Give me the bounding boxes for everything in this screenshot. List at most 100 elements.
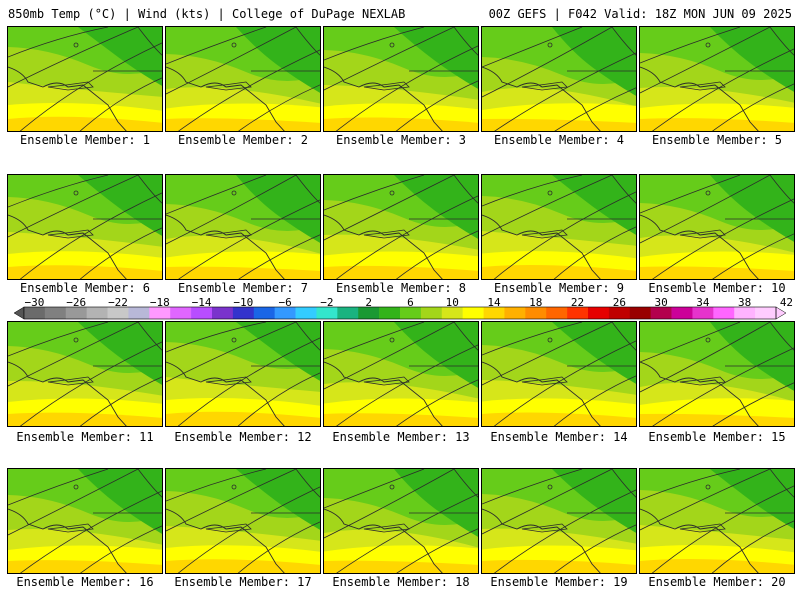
- colorbar-tick-label: 6: [407, 296, 414, 309]
- ensemble-member-label: Ensemble Member: 3: [335, 133, 467, 147]
- colorbar-tick-label: 14: [487, 296, 501, 309]
- temperature-field: [640, 469, 794, 573]
- temperature-field: [482, 175, 636, 279]
- colorbar-segment: [755, 307, 777, 319]
- header: 850mb Temp (°C) | Wind (kts) | College o…: [0, 0, 800, 26]
- ensemble-member-label: Ensemble Member: 11: [16, 430, 154, 444]
- ensemble-member-map: [165, 321, 321, 427]
- colorbar-segment: [316, 307, 338, 319]
- temperature-field: [640, 27, 794, 131]
- ensemble-member-map: [481, 321, 637, 427]
- colorbar-tick-label: −26: [66, 296, 87, 309]
- ensemble-member-label: Ensemble Member: 10: [648, 281, 786, 295]
- temperature-field: [166, 27, 320, 131]
- colorbar-tick-label: 10: [445, 296, 459, 309]
- colorbar-segment: [358, 307, 380, 319]
- temperature-field: [8, 322, 162, 426]
- colorbar-segment: [692, 307, 714, 319]
- ensemble-member-map: [7, 321, 163, 427]
- colorbar-segment: [212, 307, 234, 319]
- ensemble-member-map: [639, 321, 795, 427]
- colorbar-tick-label: −22: [108, 296, 128, 309]
- temperature-colorbar: [14, 306, 786, 320]
- colorbar-segment: [24, 307, 46, 319]
- colorbar-segment: [107, 307, 129, 319]
- temperature-field: [324, 469, 478, 573]
- colorbar-tick-label: −2: [320, 296, 334, 309]
- colorbar-segment: [86, 307, 108, 319]
- ensemble-member-label: Ensemble Member: 13: [332, 430, 470, 444]
- colorbar-tick-label: 18: [529, 296, 543, 309]
- temperature-field: [482, 469, 636, 573]
- colorbar-segment: [337, 307, 359, 319]
- ensemble-member-label: Ensemble Member: 1: [19, 133, 151, 147]
- colorbar-segment: [149, 307, 171, 319]
- colorbar-segment: [232, 307, 255, 319]
- colorbar-segment: [441, 307, 463, 319]
- ensemble-member-label: Ensemble Member: 19: [490, 575, 628, 589]
- colorbar-segment: [274, 307, 296, 319]
- ensemble-member-map: [7, 26, 163, 132]
- ensemble-member-label: Ensemble Member: 16: [16, 575, 154, 589]
- temperature-field: [166, 469, 320, 573]
- temperature-field: [482, 27, 636, 131]
- temperature-field: [640, 322, 794, 426]
- ensemble-member-map: [481, 26, 637, 132]
- colorbar-segment: [44, 307, 67, 319]
- colorbar-segment: [567, 307, 589, 319]
- temperature-field: [482, 322, 636, 426]
- temperature-field: [8, 469, 162, 573]
- colorbar-segment: [608, 307, 631, 319]
- ensemble-member-label: Ensemble Member: 14: [490, 430, 628, 444]
- colorbar-segment: [295, 307, 317, 319]
- ensemble-member-map: [165, 468, 321, 574]
- ensemble-member-label: Ensemble Member: 20: [648, 575, 786, 589]
- ensemble-member-label: Ensemble Member: 6: [19, 281, 151, 295]
- ensemble-member-label: Ensemble Member: 9: [493, 281, 625, 295]
- colorbar-tick-label: −14: [191, 296, 212, 309]
- colorbar-segment: [128, 307, 150, 319]
- colorbar-segment: [483, 307, 505, 319]
- colorbar-segment: [65, 307, 87, 319]
- colorbar-tick-label: 2: [365, 296, 372, 309]
- colorbar-segment: [191, 307, 213, 319]
- temperature-field: [324, 322, 478, 426]
- colorbar-tick-label: 22: [570, 296, 585, 309]
- colorbar-segment: [671, 307, 693, 319]
- colorbar-segment: [546, 307, 568, 319]
- colorbar-tick-label: 34: [696, 296, 710, 309]
- valid-time: 00Z GEFS | F042 Valid: 18Z MON JUN 09 20…: [488, 7, 792, 21]
- colorbar-segment: [734, 307, 756, 319]
- temperature-field: [8, 27, 162, 131]
- ensemble-member-label: Ensemble Member: 2: [177, 133, 309, 147]
- colorbar-segment: [400, 307, 422, 319]
- colorbar-segment: [504, 307, 526, 319]
- colorbar-tick-label: −30: [24, 296, 45, 309]
- ensemble-member-map: [639, 468, 795, 574]
- ensemble-member-map: [165, 174, 321, 280]
- colorbar-segment: [420, 307, 443, 319]
- colorbar-tick-label: 38: [738, 296, 752, 309]
- ensemble-member-label: Ensemble Member: 4: [493, 133, 625, 147]
- colorbar-segment: [379, 307, 401, 319]
- temperature-field: [8, 175, 162, 279]
- ensemble-member-map: [323, 174, 479, 280]
- ensemble-member-label: Ensemble Member: 17: [174, 575, 312, 589]
- colorbar-tick-label: 30: [654, 296, 668, 309]
- ensemble-member-label: Ensemble Member: 5: [651, 133, 783, 147]
- ensemble-member-map: [639, 174, 795, 280]
- temperature-field: [166, 175, 320, 279]
- ensemble-member-map: [481, 174, 637, 280]
- colorbar-segment: [713, 307, 735, 319]
- colorbar-segment: [253, 307, 275, 319]
- colorbar-tick-label: 26: [612, 296, 626, 309]
- colorbar-segment: [588, 307, 610, 319]
- ensemble-member-map: [323, 321, 479, 427]
- colorbar-tick-label: −10: [233, 296, 254, 309]
- colorbar-segment: [170, 307, 192, 319]
- ensemble-member-label: Ensemble Member: 8: [335, 281, 467, 295]
- colorbar-segment: [462, 307, 484, 319]
- ensemble-member-map: [323, 468, 479, 574]
- colorbar-segment: [650, 307, 672, 319]
- ensemble-member-label: Ensemble Member: 15: [648, 430, 786, 444]
